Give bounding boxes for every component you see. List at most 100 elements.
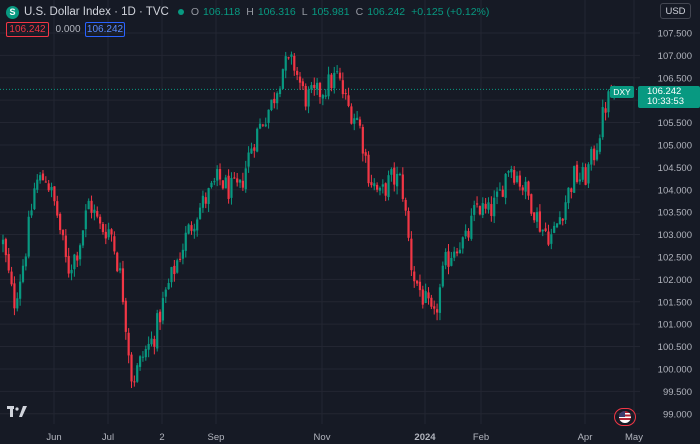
candle-body xyxy=(373,183,376,187)
candle-body xyxy=(61,229,65,236)
candle-body xyxy=(336,71,339,73)
candle-body xyxy=(293,55,296,71)
candle-body xyxy=(467,231,470,238)
candle-body xyxy=(498,189,502,191)
candle-body xyxy=(21,265,25,282)
candle-body xyxy=(253,147,256,151)
candle-body xyxy=(121,268,125,303)
candle-body xyxy=(39,175,42,181)
candle-body xyxy=(218,169,222,180)
candle-body xyxy=(53,186,56,202)
candle-body xyxy=(193,228,196,232)
us-flag-icon[interactable] xyxy=(614,408,636,426)
candle-body xyxy=(530,194,533,214)
candle-body xyxy=(98,216,102,224)
candle-body xyxy=(341,80,344,95)
candle-body xyxy=(241,180,244,188)
candle-body xyxy=(267,109,270,123)
candle-body xyxy=(490,204,493,216)
candle-body xyxy=(204,197,207,204)
candle-body xyxy=(44,181,47,183)
candle-body xyxy=(113,236,116,252)
candle-body xyxy=(555,223,559,228)
candle-body xyxy=(358,119,362,126)
y-tick-label: 104.000 xyxy=(658,185,692,196)
candle-body xyxy=(350,106,353,124)
candle-body xyxy=(453,251,456,258)
open-label: O xyxy=(190,6,200,18)
candle-body xyxy=(578,179,581,182)
candle-body xyxy=(435,309,439,313)
candle-body xyxy=(264,124,267,127)
candle-body xyxy=(27,216,30,257)
candle-body xyxy=(64,235,67,257)
candle-body xyxy=(410,238,413,271)
y-tick-label: 106.500 xyxy=(658,73,692,84)
candle-body xyxy=(481,203,484,216)
candle-body xyxy=(330,74,333,89)
candle-body xyxy=(236,178,239,183)
candle-body xyxy=(424,291,427,303)
candle-body xyxy=(167,283,170,290)
candle-body xyxy=(7,253,10,271)
sell-price-button[interactable]: 106.242 xyxy=(6,22,49,37)
candle-body xyxy=(510,168,513,173)
candle-body xyxy=(393,167,396,185)
candle-body xyxy=(261,124,264,126)
candle-body xyxy=(458,249,462,254)
low-label: L xyxy=(301,6,308,18)
candle-body xyxy=(444,251,447,266)
candle-body xyxy=(190,225,193,231)
y-tick-label: 99.000 xyxy=(663,409,692,420)
tradingview-logo-icon[interactable] xyxy=(7,405,27,423)
candle-body xyxy=(367,154,370,184)
candle-body xyxy=(513,169,516,183)
candle-body xyxy=(256,128,259,152)
candle-body xyxy=(101,223,105,233)
candle-body xyxy=(478,206,482,215)
y-tick-label: 105.500 xyxy=(658,118,692,129)
candle-body xyxy=(4,239,7,256)
candle-body xyxy=(484,203,487,209)
time-axis[interactable]: Jun Jul 2 Sep Nov 2024 Feb Apr May xyxy=(46,432,643,443)
candle-body xyxy=(138,356,142,367)
symbol-title[interactable]: U.S. Dollar Index · 1D · TVC xyxy=(24,6,169,18)
buy-price-button[interactable]: 106.242 xyxy=(85,22,125,37)
candle-body xyxy=(441,265,444,287)
candle-body xyxy=(407,210,410,238)
candle-body xyxy=(524,181,527,192)
candle-body xyxy=(84,210,87,230)
currency-selector[interactable]: USD xyxy=(660,3,691,19)
candle-body xyxy=(590,148,593,165)
candle-body xyxy=(210,182,213,188)
candle-body xyxy=(401,174,404,199)
candle-body xyxy=(313,84,316,88)
change-value: +0.125 (+0.12%) xyxy=(411,6,490,18)
candle-body xyxy=(287,57,290,59)
candle-body xyxy=(207,188,210,204)
candle-body xyxy=(104,231,107,239)
candle-body xyxy=(538,211,541,232)
candle-body xyxy=(164,289,167,297)
candle-body xyxy=(427,292,430,299)
open-value: 106.118 xyxy=(203,6,241,18)
x-tick-label: Feb xyxy=(473,432,489,443)
candle-body xyxy=(304,85,307,107)
candle-body xyxy=(604,108,607,113)
candle-body xyxy=(338,72,342,79)
x-tick-label: 2024 xyxy=(414,432,436,443)
candle-body xyxy=(156,313,159,349)
candle-body xyxy=(553,225,556,233)
candle-body xyxy=(533,212,536,221)
candle-body xyxy=(144,349,147,358)
y-tick-label: 102.500 xyxy=(658,252,692,263)
y-tick-label: 100.500 xyxy=(658,342,692,353)
candle-body xyxy=(47,183,50,191)
candle-body xyxy=(547,231,550,245)
candle-body xyxy=(273,98,276,104)
y-tick-label: 103.500 xyxy=(658,208,692,219)
candle-body xyxy=(67,255,70,274)
candle-body xyxy=(495,191,499,197)
